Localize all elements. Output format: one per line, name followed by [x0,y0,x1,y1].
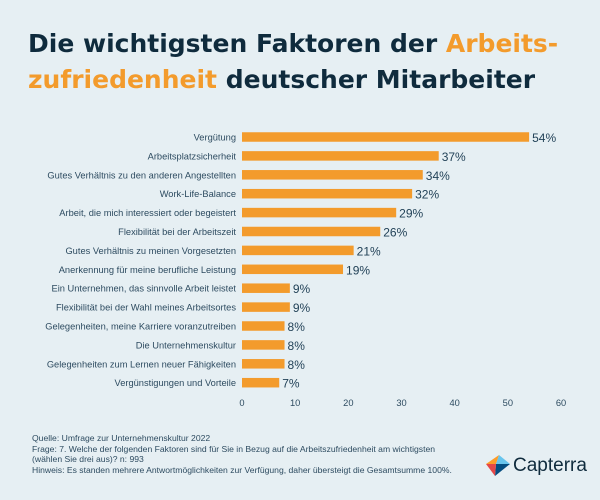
bar [242,207,397,218]
value-label: 32% [415,188,439,202]
x-tick-label: 40 [449,398,459,408]
title-part-2: deutscher Mitarbeiter [217,65,536,94]
bar [242,321,285,331]
category-label: Die Unternehmenskultur [136,340,236,350]
value-label: 7% [282,377,300,391]
bar [242,340,285,350]
source-note: Quelle: Umfrage zur Unternehmenskultur 2… [32,433,211,443]
category-label: Arbeit, die mich interessiert oder begei… [59,208,236,218]
value-label: 21% [357,244,381,258]
bar [242,377,280,388]
bar-chart: Vergütung 54% Arbeitsplatzsicherheit 37% Gut… [45,131,566,408]
hint-note: Hinweis: Es standen mehrere Antwortmögli… [32,464,452,475]
bar [242,264,344,275]
category-label: Gelegenheiten, meine Karriere voranzutre… [45,322,236,332]
title-highlight-2: zufriedenheit [28,65,218,94]
value-label: 54% [532,131,556,145]
category-label: Anerkennung für meine berufliche Leistun… [59,265,236,275]
category-label: Gutes Verhältnis zu den anderen Angestel… [47,170,236,180]
category-label: Gelegenheiten zum Lernen neuer Fähigkeit… [47,359,236,369]
bar [242,170,423,180]
bar [242,283,290,293]
value-label: 8% [288,339,306,353]
question-note: Frage: 7. Welche der folgenden Faktoren … [32,443,436,465]
category-label: Ein Unternehmen, das sinnvolle Arbeit le… [52,284,237,294]
category-label: Vergütung [194,133,236,143]
bar [242,359,285,369]
category-label: Flexibilität bei der Arbeitszeit [118,227,236,237]
x-tick-label: 60 [556,398,566,408]
value-label: 8% [288,358,306,372]
value-label: 37% [442,150,466,164]
category-label: Work-Life-Balance [160,189,236,199]
title-part-1: Die wichtigsten Faktoren der [28,29,446,58]
capterra-logo: Capterra [486,455,587,477]
chart-footer: Quelle: Umfrage zur Unternehmenskultur 2… [32,433,452,475]
x-tick-label: 30 [396,398,406,408]
value-label: 29% [399,207,423,221]
x-tick-label: 50 [503,398,513,408]
category-label: Arbeitsplatzsicherheit [148,151,237,161]
value-label: 26% [383,226,407,240]
title-highlight-1: Arbeits- [445,29,559,58]
category-label: Gutes Verhältnis zu meinen Vorgesetzten [65,246,236,256]
x-tick-label: 0 [239,398,244,408]
bar [242,245,354,256]
category-label: Flexibilität bei der Wahl meines Arbeits… [56,303,236,313]
chart-title: Die wichtigsten Faktoren der Arbeits-zuf… [28,26,588,98]
bar [242,226,381,237]
x-tick-label: 20 [343,398,353,408]
x-tick-label: 10 [290,398,300,408]
value-label: 9% [293,301,311,315]
bar [242,151,439,161]
bar [242,302,290,312]
value-label: 8% [288,320,306,334]
value-label: 19% [346,263,370,277]
bar [242,132,530,142]
value-label: 34% [426,169,450,183]
category-label: Vergünstigungen und Vorteile [115,378,236,388]
bar [242,188,413,199]
capterra-logo-icon [486,455,510,476]
value-label: 9% [293,282,311,296]
logo-text: Capterra [513,455,587,476]
